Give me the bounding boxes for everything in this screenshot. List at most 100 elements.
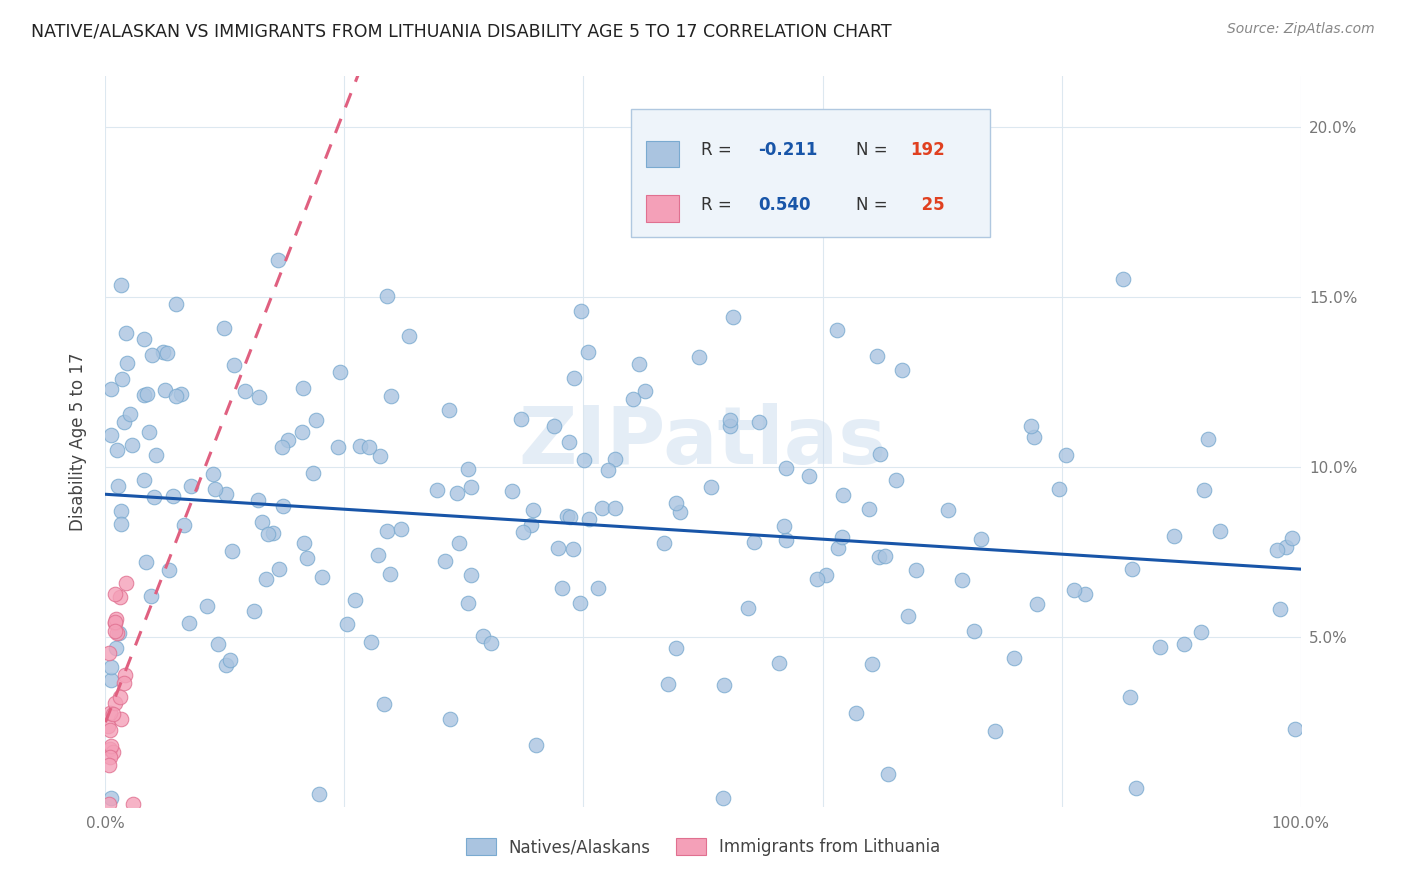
- Point: [806, 572, 828, 586]
- Point: [134, 388, 156, 402]
- Point: [814, 568, 837, 582]
- Point: [576, 344, 599, 359]
- Point: [328, 440, 350, 454]
- Point: [110, 517, 132, 532]
- Point: [204, 482, 226, 496]
- Point: [876, 767, 898, 781]
- Point: [141, 348, 163, 362]
- Point: [884, 474, 907, 488]
- Point: [869, 447, 891, 461]
- Point: [349, 439, 371, 453]
- Point: [984, 723, 1007, 738]
- Point: [718, 419, 741, 434]
- Point: [110, 504, 132, 518]
- Point: [1119, 690, 1142, 705]
- Point: [360, 634, 382, 648]
- Point: [121, 797, 143, 811]
- Point: [479, 636, 502, 650]
- Point: [572, 453, 595, 467]
- Point: [152, 345, 174, 359]
- Text: N =: N =: [856, 142, 893, 160]
- Point: [742, 535, 765, 549]
- Point: [457, 462, 479, 476]
- Point: [832, 488, 855, 502]
- Point: [141, 589, 163, 603]
- Point: [101, 706, 124, 721]
- Point: [665, 640, 688, 655]
- Point: [153, 383, 176, 397]
- Point: [1121, 562, 1143, 576]
- Point: [970, 532, 993, 546]
- Point: [1125, 780, 1147, 795]
- Point: [104, 616, 127, 631]
- Point: [799, 469, 821, 483]
- Point: [596, 463, 619, 477]
- Point: [250, 515, 273, 529]
- Point: [121, 438, 143, 452]
- Point: [162, 489, 184, 503]
- Point: [586, 582, 609, 596]
- Point: [105, 625, 128, 640]
- Point: [1189, 624, 1212, 639]
- Point: [100, 673, 122, 687]
- Point: [389, 522, 412, 536]
- Point: [262, 525, 284, 540]
- Point: [103, 696, 125, 710]
- Text: R =: R =: [700, 142, 737, 160]
- Point: [963, 624, 986, 639]
- Point: [177, 615, 200, 630]
- FancyBboxPatch shape: [631, 109, 990, 236]
- Point: [558, 434, 581, 449]
- Point: [221, 544, 243, 558]
- Point: [215, 487, 238, 501]
- Point: [120, 407, 142, 421]
- Point: [135, 555, 157, 569]
- Y-axis label: Disability Age 5 to 17: Disability Age 5 to 17: [69, 352, 87, 531]
- Point: [145, 449, 167, 463]
- Point: [271, 440, 294, 454]
- Point: [201, 467, 224, 481]
- Point: [104, 615, 127, 629]
- Point: [291, 425, 314, 439]
- Point: [510, 412, 533, 426]
- Text: NATIVE/ALASKAN VS IMMIGRANTS FROM LITHUANIA DISABILITY AGE 5 TO 17 CORRELATION C: NATIVE/ALASKAN VS IMMIGRANTS FROM LITHUA…: [31, 22, 891, 40]
- Point: [219, 653, 242, 667]
- Point: [1149, 640, 1171, 654]
- Text: ZIPatlas: ZIPatlas: [519, 402, 887, 481]
- Point: [1268, 602, 1291, 616]
- Point: [98, 723, 121, 737]
- Point: [267, 562, 290, 576]
- Text: Source: ZipAtlas.com: Source: ZipAtlas.com: [1227, 22, 1375, 37]
- Point: [375, 289, 398, 303]
- Point: [845, 706, 868, 720]
- Point: [737, 601, 759, 615]
- Point: [156, 346, 179, 360]
- Point: [295, 551, 318, 566]
- Point: [112, 415, 135, 429]
- Point: [825, 323, 848, 337]
- Point: [180, 478, 202, 492]
- Point: [718, 412, 741, 426]
- Point: [108, 690, 131, 704]
- Point: [950, 573, 973, 587]
- Point: [460, 568, 482, 582]
- Point: [380, 567, 402, 582]
- Point: [277, 434, 299, 448]
- Point: [578, 512, 600, 526]
- Point: [522, 502, 544, 516]
- Point: [98, 797, 121, 811]
- Point: [621, 392, 644, 407]
- Point: [114, 668, 136, 682]
- Point: [292, 535, 315, 549]
- Point: [1054, 448, 1077, 462]
- Point: [104, 587, 127, 601]
- Point: [772, 519, 794, 533]
- Text: N =: N =: [856, 196, 893, 214]
- Point: [827, 541, 849, 555]
- Point: [143, 490, 166, 504]
- Legend: Natives/Alaskans, Immigrants from Lithuania: Natives/Alaskans, Immigrants from Lithua…: [457, 830, 949, 864]
- Point: [437, 402, 460, 417]
- Point: [224, 359, 246, 373]
- Point: [569, 596, 592, 610]
- Point: [713, 678, 735, 692]
